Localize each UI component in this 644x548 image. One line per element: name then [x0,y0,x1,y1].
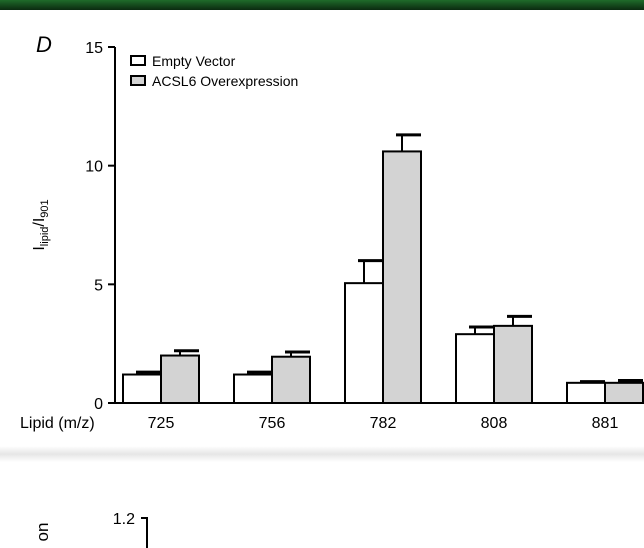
panel-label: D [36,32,52,57]
bar [123,375,161,403]
bar [456,334,494,403]
y-label-sub: lipid [39,227,51,247]
legend-label: Empty Vector [152,53,236,69]
bar [272,357,310,403]
bar [494,326,532,403]
y-tick-label: 1.2 [113,511,135,528]
bar [345,283,383,403]
x-tick-label: 782 [370,415,397,432]
y-tick-label: 15 [85,40,103,57]
y-axis-label: Ilipid/I901 [31,199,51,250]
x-tick-label: 808 [481,415,508,432]
y-tick-label: 10 [85,159,103,176]
bar [234,375,272,403]
page: {"chart_data": [ {"type": "bar", "panel_… [0,0,644,548]
bar [567,383,605,403]
y-tick-label: 5 [94,277,103,294]
legend-swatch [131,56,145,65]
bar [605,383,643,403]
bar [161,356,199,403]
figure: D Lipid (m/z) 0 5 10 15 Ilipid/I901 725 756 782… [0,0,644,548]
y-tick-label: 0 [94,396,103,413]
legend-swatch [131,76,145,85]
x-tick-label: 881 [592,415,619,432]
y-label-part: /I [31,218,48,227]
x-axis-label: Lipid (m/z) [20,415,95,432]
legend-label: ACSL6 Overexpression [152,73,298,89]
top-strip [0,0,644,10]
separator [0,446,644,462]
x-tick-label: 725 [148,415,175,432]
bar [383,151,421,403]
y-label-sub: 901 [39,199,51,217]
x-tick-label: 756 [259,415,286,432]
y-axis-label: on [33,523,52,542]
